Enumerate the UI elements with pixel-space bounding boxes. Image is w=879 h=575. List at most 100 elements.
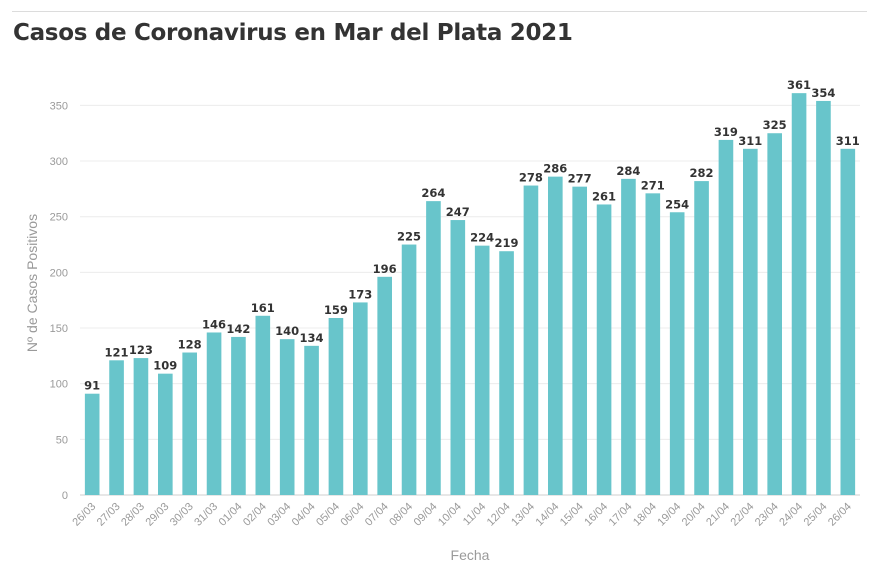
y-tick-label: 100 bbox=[50, 379, 68, 391]
y-tick-label: 50 bbox=[56, 434, 68, 446]
x-tick-label: 23/04 bbox=[753, 501, 781, 529]
x-tick-label: 18/04 bbox=[631, 501, 659, 529]
x-tick-label: 22/04 bbox=[728, 501, 756, 529]
bar bbox=[791, 93, 807, 496]
bar bbox=[621, 178, 636, 495]
bar bbox=[182, 352, 197, 495]
data-label: 123 bbox=[129, 343, 153, 357]
x-tick-label: 13/04 bbox=[509, 501, 537, 529]
y-tick-label: 250 bbox=[50, 212, 68, 224]
bar bbox=[109, 360, 124, 495]
x-axis-ticks: 26/0327/0328/0329/0330/0331/0301/0402/04… bbox=[70, 501, 854, 529]
bar bbox=[816, 100, 831, 495]
y-tick-label: 0 bbox=[62, 490, 68, 502]
bar bbox=[572, 186, 587, 495]
data-label: 225 bbox=[397, 230, 421, 244]
data-label: 261 bbox=[592, 189, 616, 203]
data-label: 247 bbox=[446, 205, 470, 219]
x-tick-label: 26/03 bbox=[70, 501, 98, 529]
y-tick-label: 200 bbox=[50, 267, 68, 279]
data-label: 254 bbox=[665, 197, 689, 211]
bar bbox=[669, 212, 685, 496]
data-label: 278 bbox=[519, 171, 543, 185]
bar bbox=[353, 302, 368, 495]
data-label: 134 bbox=[300, 331, 324, 345]
x-tick-label: 17/04 bbox=[607, 501, 635, 529]
x-tick-label: 21/04 bbox=[704, 501, 732, 529]
x-tick-label: 11/04 bbox=[461, 501, 488, 528]
bar bbox=[743, 148, 758, 495]
bar bbox=[206, 332, 222, 495]
data-label: 264 bbox=[421, 186, 445, 200]
data-label: 311 bbox=[738, 134, 762, 148]
data-label: 121 bbox=[105, 345, 129, 359]
data-label: 146 bbox=[202, 317, 226, 331]
data-label: 277 bbox=[568, 172, 592, 186]
bar bbox=[328, 318, 344, 495]
data-label: 142 bbox=[226, 322, 250, 336]
data-label: 361 bbox=[787, 78, 811, 92]
x-tick-label: 20/04 bbox=[680, 501, 708, 529]
x-tick-label: 25/04 bbox=[802, 501, 830, 529]
x-tick-label: 07/04 bbox=[363, 501, 391, 529]
x-tick-label: 16/04 bbox=[582, 501, 610, 529]
data-label: 109 bbox=[153, 359, 177, 373]
bar bbox=[840, 148, 856, 495]
bar bbox=[304, 345, 319, 495]
x-tick-label: 02/04 bbox=[241, 501, 269, 529]
bar bbox=[377, 276, 392, 495]
bar bbox=[718, 139, 734, 495]
x-tick-label: 08/04 bbox=[387, 501, 415, 529]
data-label: 159 bbox=[324, 303, 348, 317]
x-tick-label: 31/03 bbox=[192, 501, 220, 529]
data-label: 286 bbox=[543, 162, 567, 176]
data-label: 282 bbox=[690, 166, 714, 180]
bar bbox=[523, 185, 539, 495]
bar bbox=[426, 201, 441, 495]
data-label: 196 bbox=[373, 262, 397, 276]
bar bbox=[255, 315, 271, 495]
x-tick-label: 30/03 bbox=[168, 501, 196, 529]
bar bbox=[474, 245, 490, 495]
bar bbox=[133, 358, 149, 495]
y-tick-label: 350 bbox=[50, 100, 68, 112]
top-divider bbox=[12, 11, 867, 12]
data-label: 271 bbox=[641, 178, 665, 192]
bar bbox=[548, 176, 563, 495]
x-tick-label: 06/04 bbox=[338, 501, 366, 529]
x-tick-label: 15/04 bbox=[558, 501, 586, 529]
y-tick-label: 150 bbox=[50, 323, 68, 335]
y-axis-title: Nº de Casos Positivos bbox=[24, 214, 40, 352]
x-tick-label: 09/04 bbox=[412, 501, 440, 529]
x-tick-label: 27/03 bbox=[95, 501, 123, 529]
bar bbox=[158, 373, 173, 495]
bar bbox=[84, 393, 100, 495]
bar bbox=[450, 220, 466, 496]
bar bbox=[401, 244, 417, 495]
x-tick-label: 28/03 bbox=[119, 501, 147, 529]
bar bbox=[231, 336, 246, 495]
data-label: 173 bbox=[348, 287, 372, 301]
data-label: 91 bbox=[84, 379, 100, 393]
x-tick-label: 03/04 bbox=[265, 501, 293, 529]
bar bbox=[499, 251, 514, 495]
data-label: 161 bbox=[251, 301, 275, 315]
x-tick-label: 12/04 bbox=[485, 501, 513, 529]
bar bbox=[645, 193, 661, 495]
data-label: 325 bbox=[763, 118, 787, 132]
bar bbox=[694, 181, 709, 495]
x-tick-label: 19/04 bbox=[655, 501, 683, 529]
data-label: 319 bbox=[714, 125, 738, 139]
y-tick-label: 300 bbox=[50, 156, 68, 168]
bar bbox=[596, 204, 612, 495]
data-label: 219 bbox=[495, 236, 519, 250]
x-tick-label: 10/04 bbox=[436, 501, 464, 529]
data-label: 311 bbox=[836, 134, 860, 148]
x-tick-label: 05/04 bbox=[314, 501, 342, 529]
x-tick-label: 24/04 bbox=[777, 501, 805, 529]
y-axis-ticks: 0 50 100 150 200 250 300 350 bbox=[50, 100, 68, 502]
data-label: 284 bbox=[616, 164, 640, 178]
bar bbox=[767, 133, 782, 495]
